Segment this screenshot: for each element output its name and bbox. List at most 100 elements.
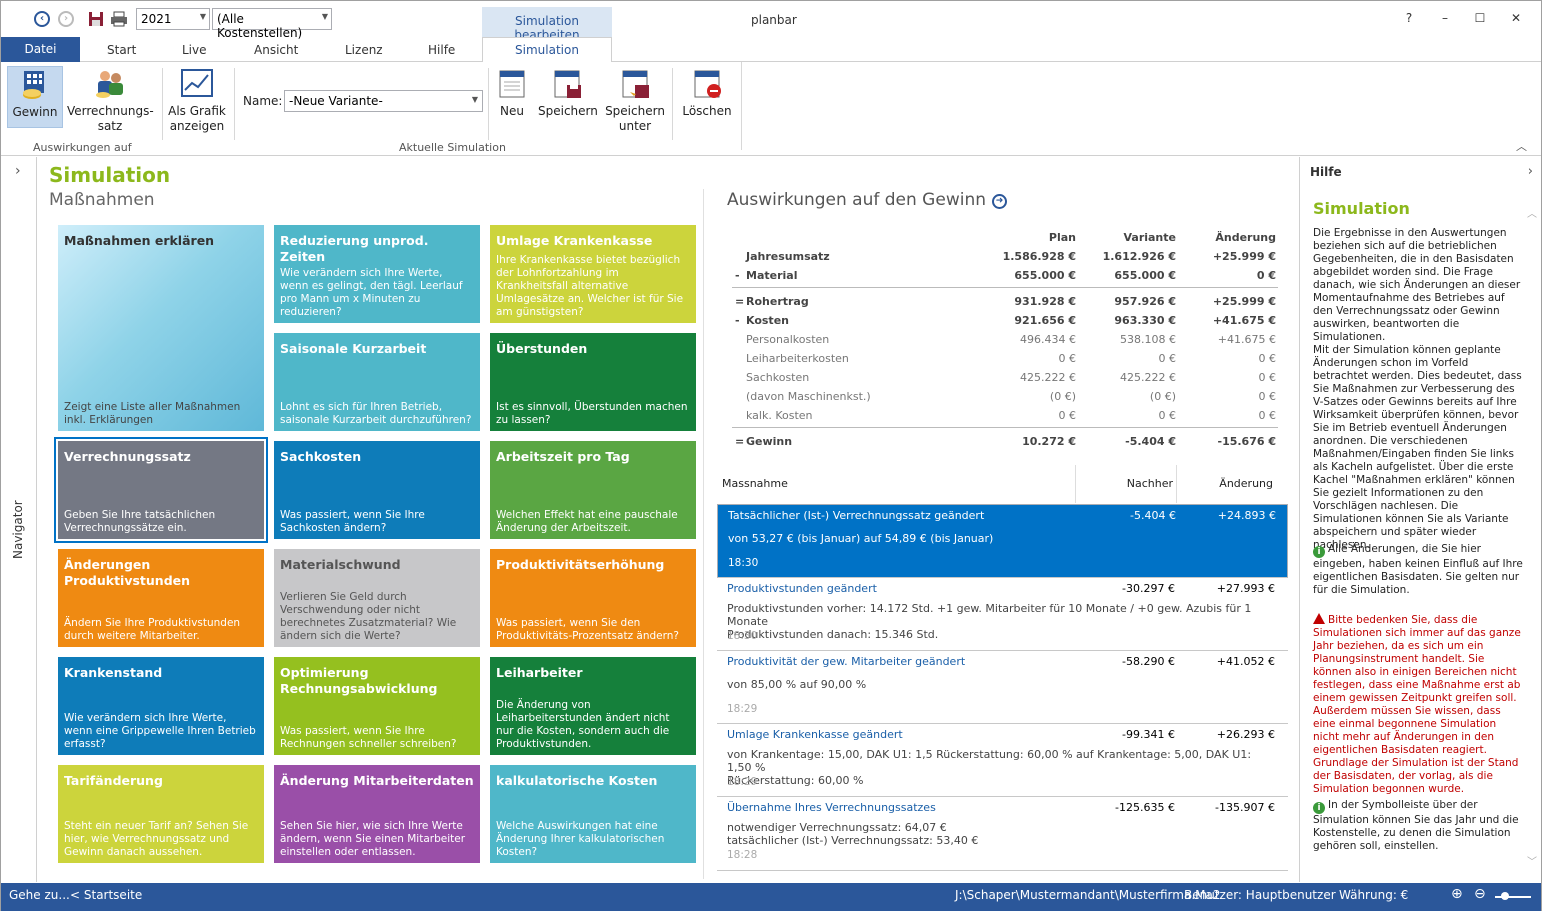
tile-7[interactable]: Arbeitszeit pro Tag Welchen Effekt hat ei…	[490, 441, 696, 539]
arrow-right-circle-icon[interactable]: ➜	[992, 194, 1007, 209]
scroll-down-icon[interactable]: ﹀	[1527, 857, 1537, 868]
tile-5[interactable]: Verrechnungssatz Geben Sie Ihre tatsächli…	[54, 437, 268, 543]
table-row[interactable]: Umlage Krankenkasse geändert -99.341 € +26…	[717, 724, 1288, 797]
tile-1[interactable]: Reduzierung unprod. Zeiten Wie verändern …	[274, 225, 480, 323]
close-button[interactable]: ✕	[1510, 11, 1522, 25]
tab-start[interactable]: Start	[107, 43, 137, 57]
back-button[interactable]: ‹	[33, 10, 51, 28]
variant-name-select[interactable]: -Neue Variante- ▼	[284, 90, 483, 112]
navigator-label[interactable]: Navigator	[11, 500, 25, 559]
tile-title: Arbeitszeit pro Tag	[496, 449, 630, 464]
expand-navigator-icon[interactable]: ›	[15, 163, 21, 179]
tile-3[interactable]: Saisonale Kurzarbeit Lohnt es sich für Ih…	[274, 333, 480, 431]
fin-value-plan: 0 €	[1058, 352, 1077, 365]
table-row[interactable]: Übernahme Ihres Verrechnungssatzes -125.6…	[717, 797, 1288, 871]
speichern-button[interactable]: Speichern	[538, 66, 598, 119]
fin-value-variante: 957.926 €	[1114, 295, 1176, 308]
tile-8[interactable]: Änderungen Produktivstunden Ändern Sie Ih…	[58, 549, 264, 647]
minimize-button[interactable]: –	[1442, 11, 1448, 25]
tile-description: Was passiert, wenn Sie Ihre Rechnungen s…	[280, 725, 457, 750]
maximize-button[interactable]: ☐	[1474, 11, 1486, 25]
col-nachher[interactable]: Nachher	[1126, 477, 1173, 490]
fin-value-aenderung: -15.676 €	[1217, 435, 1277, 448]
tile-2[interactable]: Umlage Krankenkasse Ihre Krankenkasse bie…	[490, 225, 696, 323]
table-row[interactable]: Tatsächlicher (Ist-) Verrechnungssatz ge…	[717, 504, 1288, 578]
table-row[interactable]: Produktivstunden geändert -30.297 € +27.99…	[717, 578, 1288, 651]
als-grafik-button[interactable]: Als Grafik anzeigen	[168, 66, 226, 134]
speichern-unter-button[interactable]: Speichern unter	[604, 66, 666, 134]
help-button[interactable]: ?	[1405, 11, 1413, 25]
tile-4[interactable]: Überstunden Ist es sinnvoll, Überstunden …	[490, 333, 696, 431]
tile-11[interactable]: Krankenstand Wie verändern sich Ihre Wert…	[58, 657, 264, 755]
fin-value-variante: 655.000 €	[1114, 269, 1176, 282]
page-title: Simulation	[49, 163, 171, 187]
tile-0[interactable]: Maßnahmen erklären Zeigt eine Liste aller…	[58, 225, 264, 431]
loeschen-button[interactable]: Löschen	[681, 66, 733, 119]
forward-button[interactable]: ›	[57, 10, 75, 28]
title-bar: ‹ › 2021 ▼ (Alle Kostenstellen) ▼ Simulati…	[1, 1, 1541, 42]
row-aenderung: +27.993 €	[1216, 582, 1275, 595]
print-button[interactable]	[110, 10, 128, 28]
col-massnahme[interactable]: Massnahme	[722, 477, 788, 490]
scroll-up-icon[interactable]: ︿	[1527, 209, 1537, 220]
fin-value-plan: 921.656 €	[1014, 314, 1076, 327]
tile-10[interactable]: Produktivitätserhöhung Was passiert, wenn…	[490, 549, 696, 647]
fin-label: Rohertrag	[746, 295, 809, 308]
tile-15[interactable]: Änderung Mitarbeiterdaten Sehen Sie hier,…	[274, 765, 480, 863]
zoom-slider[interactable]	[1495, 896, 1531, 898]
file-path: J:\Schaper\Mustermandant\Musterfirma.Ma2	[955, 888, 1221, 902]
tab-live[interactable]: Live	[182, 43, 207, 57]
tile-title: Umlage Krankenkasse	[496, 233, 653, 248]
tile-title: Tarifänderung	[64, 773, 163, 788]
zoom-out-icon[interactable]: ⊖	[1474, 886, 1486, 902]
tab-simulation[interactable]: Simulation	[482, 37, 612, 63]
collapse-help-icon[interactable]: ›	[1527, 164, 1533, 179]
table-row[interactable]: Produktivität der gew. Mitarbeiter geänd…	[717, 651, 1288, 724]
zoom-slider-thumb[interactable]	[1501, 892, 1509, 900]
tile-14[interactable]: Tarifänderung Steht ein neuer Tarif an? S…	[58, 765, 264, 863]
neu-button[interactable]: Neu	[493, 66, 531, 119]
loeschen-label: Löschen	[682, 104, 732, 118]
row-nachher: -58.290 €	[1122, 655, 1175, 668]
gewinn-button[interactable]: Gewinn	[7, 66, 63, 128]
tab-ansicht[interactable]: Ansicht	[254, 43, 299, 57]
tab-datei[interactable]: Datei	[1, 37, 80, 62]
col-aenderung[interactable]: Änderung	[1219, 477, 1273, 490]
arrow-left-icon: ‹	[34, 11, 50, 27]
year-select[interactable]: 2021 ▼	[136, 8, 210, 30]
ribbon-separator	[162, 68, 163, 140]
home-link[interactable]: < Startseite	[70, 888, 143, 902]
tile-13[interactable]: Leiharbeiter Die Änderung von Leiharbeite…	[490, 657, 696, 755]
tab-hilfe[interactable]: Hilfe	[428, 43, 456, 57]
fin-value-aenderung: +41.675 €	[1212, 314, 1276, 327]
row-detail: notwendiger Verrechnungssatz: 64,07 € ta…	[727, 821, 979, 847]
fin-value-plan: (0 €)	[1049, 390, 1076, 403]
print-icon	[111, 11, 127, 27]
speichern-label: Speichern	[538, 104, 598, 118]
tile-6[interactable]: Sachkosten Was passiert, wenn Sie Ihre Sa…	[274, 441, 480, 539]
row-title: Übernahme Ihres Verrechnungssatzes	[727, 801, 936, 814]
save-button[interactable]	[87, 10, 105, 28]
goto-link[interactable]: Gehe zu...	[9, 888, 70, 902]
tile-9[interactable]: Materialschwund Verlieren Sie Geld durch …	[274, 549, 480, 647]
verrechnungssatz-button[interactable]: Verrechnungs- satz	[67, 66, 154, 134]
kostenstelle-select[interactable]: (Alle Kostenstellen) ▼	[212, 8, 332, 40]
tile-description: Sehen Sie hier, wie sich Ihre Werte ände…	[280, 820, 466, 858]
col-separator	[1075, 465, 1076, 503]
tile-12[interactable]: Optimierung Rechnungsabwicklung Was passi…	[274, 657, 480, 755]
app-title: planbar	[751, 13, 797, 27]
fin-value-aenderung: 0 €	[1258, 390, 1277, 403]
calculator-money-icon	[18, 69, 52, 101]
collapse-ribbon-icon[interactable]: ︿	[1516, 140, 1527, 153]
row-time: 18:29	[727, 776, 758, 788]
zoom-in-icon[interactable]: ⊕	[1451, 886, 1463, 902]
fin-value-plan: 425.222 €	[1020, 371, 1076, 384]
tile-16[interactable]: kalkulatorische Kosten Welche Auswirkunge…	[490, 765, 696, 863]
tab-lizenz[interactable]: Lizenz	[345, 43, 383, 57]
currency-select[interactable]: Währung: €	[1339, 888, 1409, 902]
tile-description: Wie verändern sich Ihre Werte, wenn es g…	[280, 267, 463, 318]
tile-description: Die Änderung von Leiharbeiterstunden änd…	[496, 699, 670, 750]
tile-title: Änderung Mitarbeiterdaten	[280, 773, 474, 788]
row-time: 18:30	[727, 630, 758, 642]
